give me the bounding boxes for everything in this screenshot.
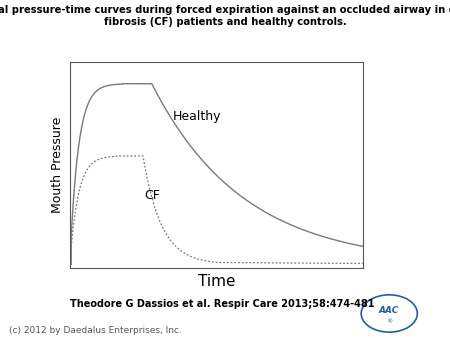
Text: (c) 2012 by Daedalus Enterprises, Inc.: (c) 2012 by Daedalus Enterprises, Inc. xyxy=(9,326,182,335)
Text: CF: CF xyxy=(144,189,160,202)
Text: Theodore G Dassios et al. Respir Care 2013;58:474-481: Theodore G Dassios et al. Respir Care 20… xyxy=(70,299,374,309)
Text: ®: ® xyxy=(386,319,392,324)
Y-axis label: Mouth Pressure: Mouth Pressure xyxy=(51,117,64,213)
Text: Healthy: Healthy xyxy=(172,110,221,123)
Text: Typical pressure-time curves during forced expiration against an occluded airway: Typical pressure-time curves during forc… xyxy=(0,5,450,27)
Text: AAC: AAC xyxy=(379,306,400,315)
X-axis label: Time: Time xyxy=(198,273,235,289)
